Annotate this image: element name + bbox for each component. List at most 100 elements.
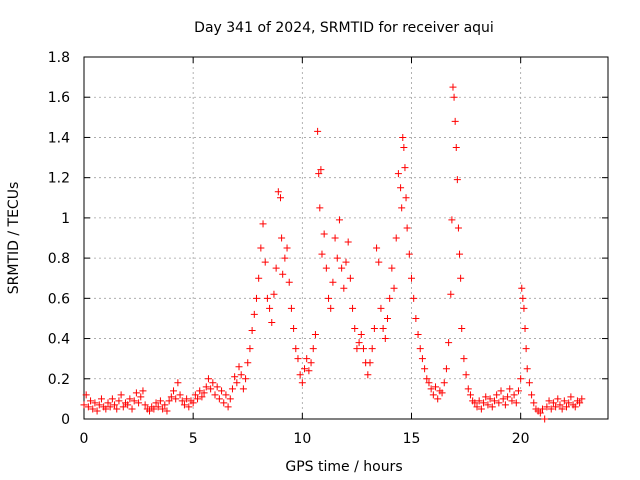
- data-point: [318, 250, 326, 258]
- data-point: [307, 359, 315, 367]
- data-point: [429, 391, 437, 399]
- data-point: [305, 367, 313, 375]
- data-point: [185, 403, 193, 411]
- data-point: [172, 395, 180, 403]
- data-point: [141, 401, 149, 409]
- data-point: [178, 397, 186, 405]
- y-axis-label: SRMTID / TECUs: [6, 182, 22, 295]
- data-point: [183, 395, 191, 403]
- data-point: [394, 170, 402, 178]
- data-point: [139, 387, 147, 395]
- data-point: [137, 393, 145, 401]
- data-point: [209, 379, 217, 387]
- y-tick-label: 1.2: [48, 171, 70, 187]
- data-point: [314, 127, 322, 135]
- data-point: [423, 375, 431, 383]
- data-point: [87, 397, 95, 405]
- data-point: [170, 387, 178, 395]
- data-point: [130, 397, 138, 405]
- data-point: [303, 355, 311, 363]
- data-point: [508, 397, 516, 405]
- data-point: [458, 325, 466, 332]
- data-point: [292, 345, 300, 353]
- data-point: [388, 264, 396, 272]
- data-point: [563, 403, 571, 411]
- data-point: [329, 278, 337, 286]
- data-point: [89, 405, 97, 413]
- data-point: [536, 409, 544, 417]
- data-point: [510, 391, 518, 399]
- data-point: [278, 234, 286, 242]
- data-point: [530, 399, 538, 407]
- data-point: [375, 258, 383, 266]
- data-point: [159, 405, 167, 413]
- data-point: [82, 391, 90, 399]
- data-point: [281, 254, 289, 262]
- data-point: [364, 371, 372, 379]
- data-point: [556, 401, 564, 409]
- data-point: [226, 395, 234, 403]
- data-point: [97, 395, 105, 403]
- data-point: [268, 318, 276, 326]
- data-point: [558, 405, 566, 413]
- data-point: [242, 375, 250, 383]
- data-point: [150, 405, 158, 413]
- y-tick-label: 1.4: [48, 130, 70, 146]
- data-point: [91, 399, 99, 407]
- data-point: [473, 403, 481, 411]
- data-point: [448, 216, 456, 224]
- data-point: [113, 405, 121, 413]
- data-point: [222, 391, 230, 399]
- data-point: [317, 166, 325, 174]
- data-point: [386, 294, 394, 302]
- data-point: [128, 405, 136, 413]
- y-tick-label: 1: [61, 211, 70, 227]
- data-point: [80, 401, 88, 409]
- data-point: [156, 397, 164, 405]
- data-point: [519, 294, 527, 302]
- y-tick-label: 1.8: [48, 50, 70, 66]
- data-point: [315, 170, 323, 178]
- data-point: [266, 304, 274, 312]
- data-point: [333, 254, 341, 262]
- data-point: [366, 359, 374, 367]
- data-point: [368, 345, 376, 353]
- data-point: [255, 274, 263, 282]
- data-point: [250, 310, 258, 318]
- data-point: [108, 395, 116, 403]
- data-point: [309, 345, 317, 353]
- data-point: [207, 385, 215, 393]
- data-point: [456, 250, 464, 258]
- data-point: [311, 331, 319, 339]
- data-point: [270, 290, 278, 298]
- data-point: [213, 383, 221, 391]
- data-point: [296, 371, 304, 379]
- data-point: [447, 290, 455, 298]
- data-point: [541, 415, 549, 423]
- data-point: [493, 391, 501, 399]
- data-point: [383, 314, 391, 322]
- data-point: [200, 389, 208, 397]
- data-point: [466, 391, 474, 399]
- data-point: [279, 270, 287, 278]
- data-point: [432, 383, 440, 391]
- data-point: [126, 395, 134, 403]
- y-tick-label: 0: [61, 412, 70, 428]
- data-point: [578, 395, 586, 403]
- data-point: [482, 393, 490, 401]
- data-point: [351, 325, 359, 332]
- data-point: [102, 405, 110, 413]
- data-point: [115, 397, 123, 405]
- data-point: [196, 387, 204, 395]
- data-point: [452, 144, 460, 151]
- data-point: [117, 391, 125, 399]
- data-point: [457, 274, 465, 282]
- x-tick-label: 20: [512, 431, 530, 447]
- data-point: [244, 359, 252, 367]
- data-point: [237, 371, 245, 379]
- data-point: [316, 204, 324, 212]
- data-point: [342, 258, 350, 266]
- data-point: [259, 220, 267, 228]
- data-point: [490, 397, 498, 405]
- data-point: [440, 379, 448, 387]
